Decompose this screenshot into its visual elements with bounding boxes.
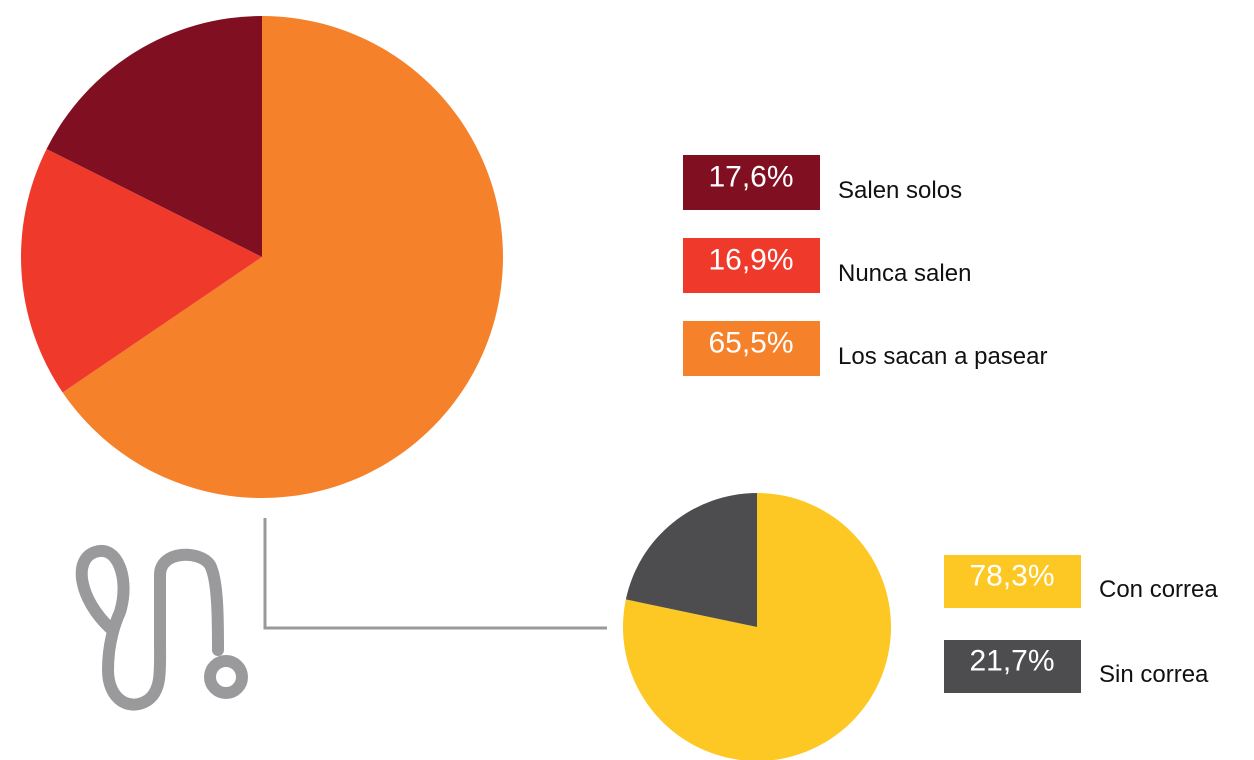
pie-slice [21,148,263,393]
legend-label: Con correa [1099,576,1218,603]
legend-label: Salen solos [838,177,962,204]
legend-swatch [944,640,1081,693]
connector [263,518,607,630]
value-label: 17,6% [708,160,793,193]
pie-slice [625,493,757,627]
value-label: 16,9% [708,243,793,276]
pie-slice [623,493,891,760]
value-label: 21,7% [969,644,1054,677]
pie-slice [46,16,263,257]
value-label: 65,5% [708,326,793,359]
legend-swatch [944,555,1081,608]
legend-swatch [683,238,820,293]
legend-label: Sin correa [1099,661,1209,688]
legend-swatch [683,321,820,376]
legend-label: Nunca salen [838,260,971,287]
pie-slice [62,16,503,498]
leash-icon [75,544,248,711]
value-label: 78,3% [969,559,1054,592]
legend-swatch [683,155,820,210]
legend-label: Los sacan a pasear [838,343,1047,370]
